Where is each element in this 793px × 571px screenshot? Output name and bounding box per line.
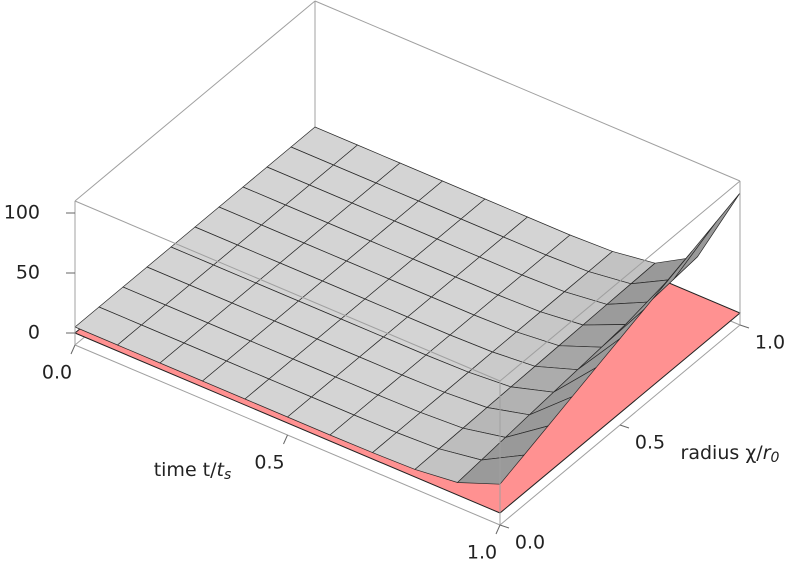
x-tick-label: 0.0 bbox=[42, 362, 72, 384]
y-tick-label: 1.0 bbox=[755, 332, 785, 354]
x-axis-label-sub: s bbox=[224, 467, 231, 483]
z-tick-label: 100 bbox=[4, 202, 40, 224]
box-edge bbox=[74, 200, 501, 382]
x-tick bbox=[70, 344, 76, 355]
z-tick-label: 0 bbox=[28, 322, 40, 344]
x-tick bbox=[283, 434, 288, 445]
y-axis-label-var: r bbox=[763, 442, 772, 464]
x-tick-label: 0.5 bbox=[254, 452, 284, 474]
x-axis-label-text: time t/ bbox=[154, 459, 217, 481]
x-axis-label-var: t bbox=[217, 459, 226, 481]
x-axis-label: time t/ts bbox=[154, 459, 232, 484]
y-axis-label-sub: 0 bbox=[771, 450, 780, 466]
y-tick bbox=[619, 424, 630, 429]
x-tick bbox=[495, 524, 501, 535]
box-edge bbox=[314, 0, 741, 182]
box-edge bbox=[499, 180, 741, 382]
y-axis-label-text: radius χ/ bbox=[681, 442, 764, 464]
y-tick-label: 0.5 bbox=[635, 432, 665, 454]
y-tick bbox=[499, 524, 510, 529]
z-tick-label: 50 bbox=[16, 262, 40, 284]
box-edge bbox=[74, 0, 316, 202]
y-axis-label: radius χ/r0 bbox=[681, 442, 780, 467]
y-tick-label: 0.0 bbox=[515, 532, 545, 554]
x-tick-label: 1.0 bbox=[467, 542, 497, 564]
surface-patch bbox=[457, 454, 525, 485]
y-tick bbox=[739, 324, 750, 329]
